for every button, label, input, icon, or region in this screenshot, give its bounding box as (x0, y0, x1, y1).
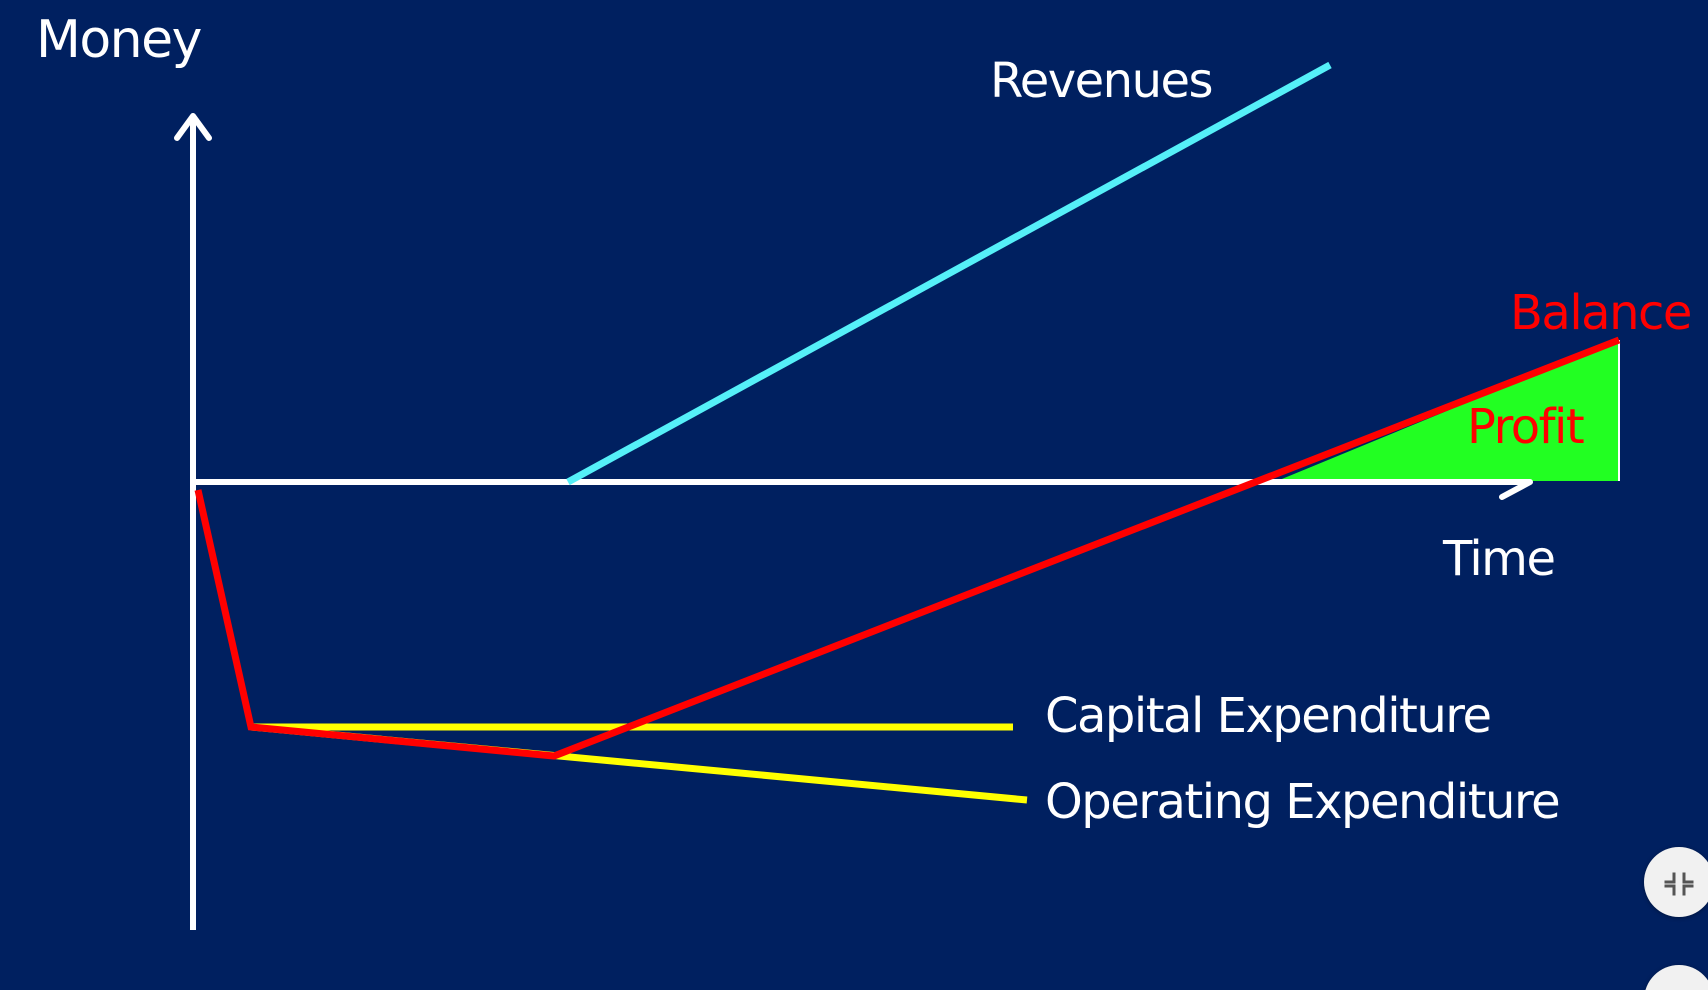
profit-label: Profit (1467, 399, 1585, 455)
balance-line (194, 336, 1621, 760)
x-axis-label: Time (1443, 531, 1556, 587)
revenues-label: Revenues (990, 53, 1214, 109)
x-axis-arrowhead (1499, 479, 1533, 500)
y-axis-label: Money (36, 10, 202, 70)
capex-label: Capital Expenditure (1045, 688, 1492, 744)
opex-label: Operating Expenditure (1045, 774, 1561, 830)
revenues-line (566, 61, 1332, 486)
exit-fullscreen-button[interactable] (1644, 847, 1708, 917)
y-axis-arrowhead (174, 113, 212, 141)
collapse-icon (1664, 872, 1694, 896)
balance-label: Balance (1510, 285, 1692, 341)
